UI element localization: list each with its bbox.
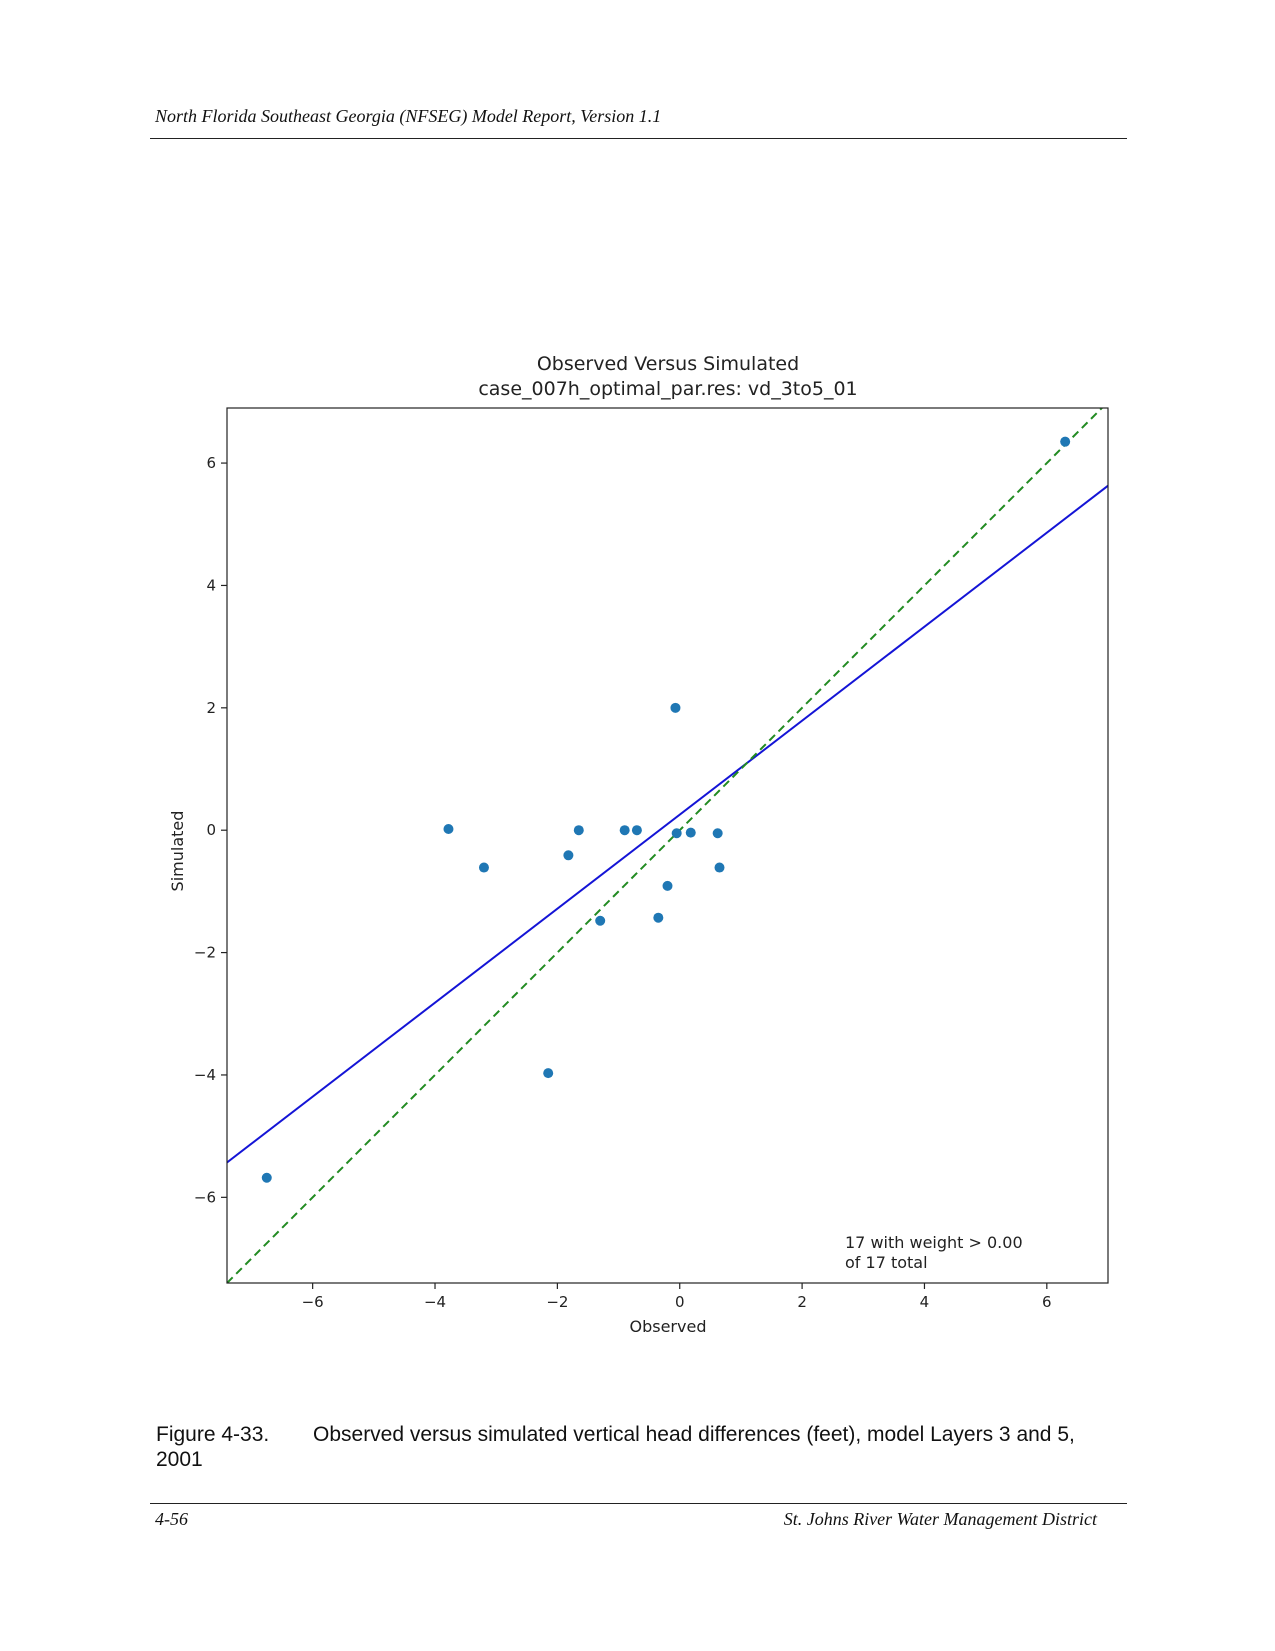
y-tick-label: 4 <box>206 576 216 594</box>
data-point <box>563 850 574 861</box>
y-axis-label: Simulated <box>168 811 187 892</box>
y-tick-label: −4 <box>194 1066 216 1084</box>
data-point <box>662 880 673 891</box>
data-point <box>1060 436 1071 447</box>
x-tick-label: 4 <box>920 1293 930 1311</box>
header-divider <box>150 138 1127 139</box>
data-point <box>573 825 584 836</box>
plot-frame <box>226 407 1109 1284</box>
x-tick-label: −4 <box>424 1293 446 1311</box>
one-to-one-line <box>227 408 1104 1283</box>
annotation-line-1: 17 with weight > 0.00 <box>845 1233 1023 1252</box>
chart-title: Observed Versus Simulated <box>537 353 799 375</box>
y-tick-label: 0 <box>206 821 216 839</box>
data-point <box>685 827 696 838</box>
data-point <box>443 823 454 834</box>
figure-label: Figure 4-33. <box>156 1423 270 1446</box>
x-tick-label: −2 <box>546 1293 568 1311</box>
data-point <box>670 702 681 713</box>
y-tick-label: −2 <box>194 944 216 962</box>
y-tick-label: 6 <box>206 454 216 472</box>
data-point <box>714 862 725 873</box>
data-point <box>712 828 723 839</box>
figure-caption-text: Observed versus simulated vertical head … <box>156 1423 1075 1471</box>
chart-subtitle: case_007h_optimal_par.res: vd_3to5_01 <box>478 378 857 400</box>
x-tick-label: −6 <box>302 1293 324 1311</box>
footer-organization: St. Johns River Water Management Distric… <box>783 1509 1097 1529</box>
data-point <box>619 825 630 836</box>
data-point <box>671 828 682 839</box>
x-tick-label: 0 <box>675 1293 685 1311</box>
y-tick-label: 2 <box>206 699 216 717</box>
data-point <box>261 1172 272 1183</box>
page-number: 4-56 <box>155 1509 188 1529</box>
data-point <box>595 915 606 926</box>
regression-line <box>227 484 1108 1164</box>
x-tick-label: 2 <box>797 1293 807 1311</box>
figure-caption: Figure 4-33. Observed versus simulated ve… <box>156 1422 1126 1472</box>
x-tick-label: 6 <box>1042 1293 1052 1311</box>
x-axis-label: Observed <box>630 1317 707 1336</box>
page-header: North Florida Southeast Georgia (NFSEG) … <box>155 106 662 126</box>
footer-divider <box>150 1503 1127 1504</box>
annotation-line-2: of 17 total <box>845 1253 928 1272</box>
scatter-chart: Observed Versus Simulated case_007h_opti… <box>168 353 1109 1336</box>
data-point <box>631 825 642 836</box>
data-point <box>653 912 664 923</box>
data-point <box>478 862 489 873</box>
y-tick-label: −6 <box>194 1188 216 1206</box>
data-point <box>543 1068 554 1079</box>
